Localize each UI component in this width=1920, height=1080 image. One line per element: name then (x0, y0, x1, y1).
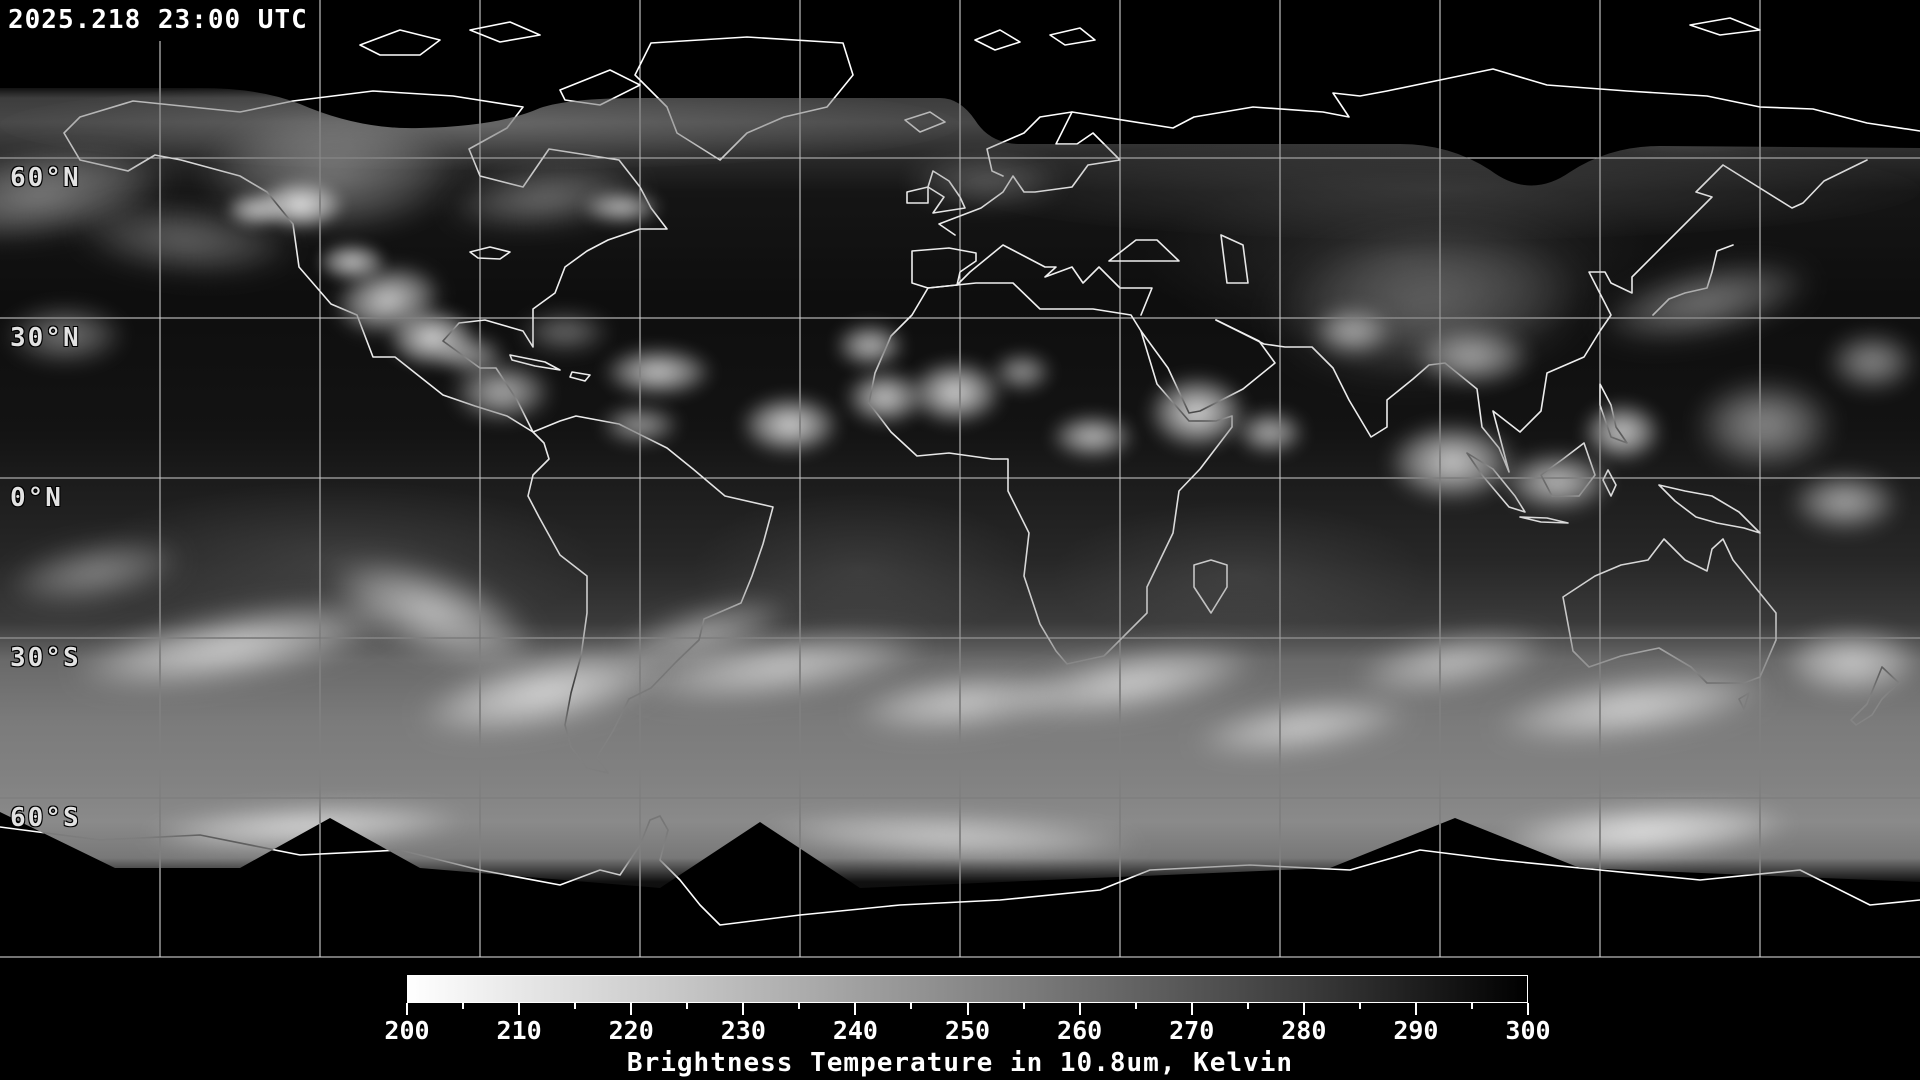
colorbar-minor-tick (1246, 1003, 1249, 1009)
colorbar-tick-label: 230 (720, 1016, 766, 1045)
latitude-label: 60°N (10, 163, 81, 193)
cloud-blob (1387, 422, 1517, 502)
colorbar-tick-label: 290 (1393, 1016, 1439, 1045)
colorbar-minor-tick (798, 1003, 801, 1009)
cloud-blob (520, 312, 610, 352)
satellite-map: 2025.218 23:00 UTC 60°N 30°N 0°N 30°S 60°S (0, 0, 1920, 960)
cloud-blob (582, 189, 662, 225)
colorbar-major-tick (1527, 1003, 1529, 1015)
colorbar-major-tick (1078, 1003, 1081, 1015)
colorbar-minor-tick (686, 1003, 689, 1009)
cloud-blob (992, 352, 1052, 392)
colorbar-minor-tick (462, 1003, 465, 1009)
cloud-blob (1312, 307, 1392, 357)
cloud-blob (1827, 332, 1917, 392)
cloud-blob (740, 395, 840, 455)
colorbar-major-tick (1302, 1003, 1305, 1015)
colorbar-minor-tick (910, 1003, 913, 1009)
colorbar-caption: Brightness Temperature in 10.8um, Kelvin (626, 1048, 1294, 1078)
graticule (0, 0, 1920, 958)
colorbar-tick-label: 280 (1281, 1016, 1327, 1045)
cloud-blob (1582, 402, 1662, 462)
colorbar-tick-label: 200 (384, 1016, 430, 1045)
colorbar-minor-tick (1022, 1003, 1025, 1009)
map-overlay (0, 0, 1920, 958)
cloud-blob (1695, 380, 1835, 470)
colorbar-major-tick (406, 1003, 408, 1015)
colorbar-gradient (407, 975, 1528, 1003)
colorbar-tick-label: 220 (608, 1016, 654, 1045)
cloud-blob (905, 157, 1065, 207)
colorbar-major-tick (630, 1003, 633, 1015)
latitude-label: 60°S (10, 803, 81, 833)
cloud-blob (1412, 327, 1532, 387)
timestamp: 2025.218 23:00 UTC (0, 0, 318, 41)
colorbar-major-tick (1190, 1003, 1193, 1015)
colorbar-tick-label: 260 (1057, 1016, 1103, 1045)
cloud-blob (5, 305, 125, 365)
coastlines (0, 17, 1920, 926)
colorbar-major-tick (518, 1003, 521, 1015)
colorbar-tick-label: 300 (1505, 1016, 1551, 1045)
cloud-blob (225, 192, 285, 228)
colorbar: 200 210 220 230 240 250 260 270 280 290 300 Bright… (0, 960, 1920, 1080)
cloud-blob (1502, 452, 1612, 512)
shade-region (1140, 170, 1660, 350)
colorbar-minor-tick (1358, 1003, 1361, 1009)
colorbar-major-tick (1414, 1003, 1417, 1015)
latitude-label: 0°N (10, 483, 63, 513)
colorbar-tick-label: 250 (944, 1016, 991, 1045)
cloud-blob (1235, 409, 1305, 455)
colorbar-tick-label: 240 (832, 1016, 878, 1045)
cloud-blob (317, 242, 387, 282)
colorbar-tick-label: 210 (496, 1016, 542, 1045)
colorbar-minor-tick (1134, 1003, 1137, 1009)
cloud-blob (1790, 472, 1900, 532)
cloud-blob (907, 359, 1003, 425)
cloud-blob (603, 347, 713, 397)
cloud-blob (835, 322, 905, 368)
latitude-label: 30°S (10, 643, 81, 673)
colorbar-major-tick (966, 1003, 969, 1015)
latitude-label: 30°N (10, 323, 81, 353)
colorbar-major-tick (742, 1003, 745, 1015)
colorbar-minor-tick (1470, 1003, 1473, 1009)
colorbar-minor-tick (574, 1003, 577, 1009)
shade-region (1050, 500, 1430, 650)
colorbar-major-tick (854, 1003, 857, 1015)
colorbar-tick-label: 270 (1169, 1016, 1215, 1045)
